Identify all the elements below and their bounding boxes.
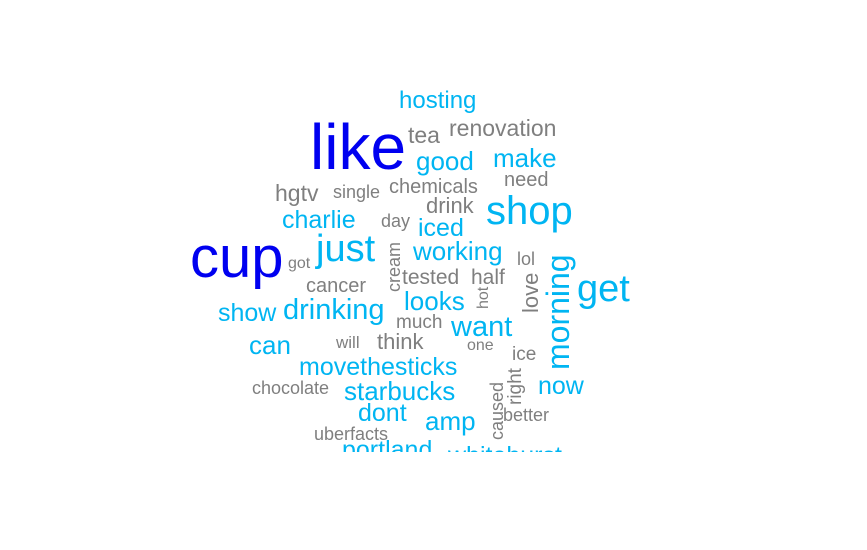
word-want: want [451, 311, 513, 343]
word-think: think [377, 329, 424, 354]
word-need: need [504, 169, 549, 191]
word-now: now [538, 372, 584, 400]
word-much: much [396, 312, 443, 333]
word-make: make [493, 143, 557, 173]
word-chemicals: chemicals [389, 176, 478, 198]
word-ice: ice [512, 344, 537, 365]
word-get: get [577, 268, 630, 310]
word-hgtv: hgtv [275, 180, 319, 206]
word-iced: iced [418, 214, 464, 242]
word-portland: portland [342, 436, 433, 453]
word-lol: lol [517, 249, 536, 269]
word-tested: tested [402, 266, 460, 289]
word-drinking: drinking [283, 294, 385, 326]
word-can: can [249, 330, 291, 360]
word-got: got [288, 255, 311, 272]
word-whitehurst: whitehurst [448, 444, 562, 453]
word-will: will [336, 333, 360, 352]
word-one: one [467, 337, 494, 354]
word-amp: amp [425, 406, 476, 436]
word-right: right [505, 368, 526, 405]
word-dont: dont [358, 399, 407, 427]
word-love: love [518, 272, 543, 313]
word-cloud-clip-area: hosting like tea renovation good make hg… [190, 87, 630, 453]
word-single: single [333, 182, 381, 202]
word-cream: cream [384, 241, 404, 292]
word-better: better [503, 405, 550, 425]
word-cancer: cancer [306, 275, 367, 297]
word-movethesticks: movethesticks [299, 353, 458, 381]
word-hot: hot [475, 286, 492, 309]
word-day: day [381, 211, 411, 231]
word-show: show [218, 299, 277, 327]
word-morning: morning [540, 254, 576, 370]
word-chocolate: chocolate [252, 378, 330, 398]
word-half: half [471, 266, 505, 289]
word-cup: cup [190, 225, 284, 290]
word-tea: tea [408, 122, 440, 148]
word-shop: shop [486, 189, 573, 233]
word-uberfacts: uberfacts [314, 424, 389, 444]
word-hosting: hosting [399, 87, 477, 114]
word-looks: looks [404, 286, 465, 316]
word-renovation: renovation [449, 115, 557, 141]
word-good: good [416, 146, 474, 176]
word-charlie: charlie [282, 206, 356, 234]
word-just: just [316, 228, 376, 270]
word-starbucks: starbucks [344, 376, 456, 406]
word-like: like [310, 111, 407, 183]
word-working: working [413, 236, 503, 266]
word-drink: drink [426, 193, 474, 218]
